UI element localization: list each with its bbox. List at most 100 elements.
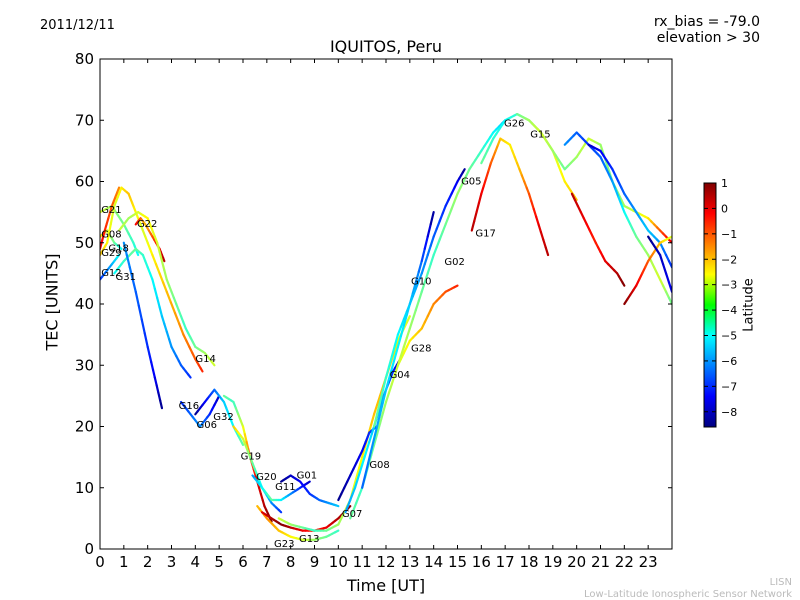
series-segment bbox=[456, 186, 462, 195]
series-segment bbox=[106, 232, 111, 244]
series-segment bbox=[638, 272, 644, 281]
series-segment bbox=[340, 486, 346, 495]
series-segment bbox=[423, 315, 429, 324]
series-segment bbox=[334, 529, 340, 534]
tick-layer: 0 1 2 3 4 5 6 7 8 9 10 11 12 13 14 15 16 17 18 19 20 21 22 2301… bbox=[75, 50, 672, 571]
series-segment bbox=[414, 279, 420, 290]
series-segment bbox=[352, 477, 358, 491]
series-segment bbox=[363, 448, 369, 459]
series-segment bbox=[432, 227, 438, 238]
series-segment bbox=[576, 204, 582, 214]
colorbar bbox=[703, 182, 717, 428]
series-segment bbox=[153, 287, 159, 299]
series-segment bbox=[358, 463, 364, 474]
series-segment bbox=[554, 157, 560, 168]
prn-label: G17 bbox=[475, 228, 495, 239]
series-segment bbox=[118, 246, 123, 250]
label-layer: G21G08G29G18G12G31G22G14G16G06G32G19G20G… bbox=[101, 119, 550, 550]
series-segment bbox=[364, 462, 370, 477]
series-segment bbox=[163, 322, 168, 333]
series-segment bbox=[375, 394, 382, 407]
series-segment bbox=[346, 474, 352, 483]
series-segment bbox=[387, 354, 394, 368]
series-segment bbox=[361, 474, 367, 489]
prn-label: G05 bbox=[461, 176, 481, 187]
series-segment bbox=[399, 345, 405, 358]
x-tick-label: 4 bbox=[191, 553, 201, 571]
series-segment bbox=[358, 449, 364, 459]
series-gx1 bbox=[563, 131, 672, 306]
date-label: 2011/12/11 bbox=[40, 18, 115, 33]
prn-label: G21 bbox=[101, 205, 121, 216]
series-segment bbox=[477, 192, 483, 205]
series-segment bbox=[355, 494, 361, 505]
series-segment bbox=[367, 449, 373, 465]
series-segment bbox=[387, 367, 394, 381]
series-segment bbox=[489, 137, 495, 146]
series-segment bbox=[570, 192, 576, 201]
series-segment bbox=[617, 195, 623, 206]
series-segment bbox=[605, 168, 611, 177]
series-segment bbox=[396, 335, 402, 348]
series-segment bbox=[557, 165, 563, 175]
series-segment bbox=[544, 246, 550, 257]
series-g02 bbox=[396, 119, 507, 367]
prn-label: G01 bbox=[297, 470, 317, 481]
y-tick-label: 80 bbox=[75, 50, 94, 68]
series-segment bbox=[426, 244, 432, 257]
series-g14 bbox=[117, 211, 216, 367]
series-segment bbox=[486, 143, 492, 152]
series-segment bbox=[664, 272, 671, 284]
colorbar-tick-label: −2 bbox=[721, 253, 737, 266]
prn-label: G08 bbox=[101, 230, 121, 241]
series-segment bbox=[405, 315, 411, 324]
series-segment bbox=[151, 368, 156, 379]
x-tick-label: 7 bbox=[262, 553, 272, 571]
series-segment bbox=[453, 192, 459, 203]
series-g17 bbox=[470, 137, 550, 257]
series-segment bbox=[470, 220, 476, 232]
series-segment bbox=[573, 198, 579, 208]
series-g05 bbox=[372, 168, 466, 428]
prn-label: G06 bbox=[197, 420, 217, 431]
x-tick-label: 2 bbox=[143, 553, 153, 571]
x-tick-label: 14 bbox=[424, 553, 443, 571]
series-segment bbox=[432, 246, 438, 257]
y-tick-label: 60 bbox=[75, 173, 94, 191]
series-segment bbox=[185, 339, 191, 348]
x-tick-label: 3 bbox=[167, 553, 177, 571]
series-segment bbox=[480, 184, 485, 195]
series-segment bbox=[582, 217, 588, 226]
prn-label: G10 bbox=[411, 277, 431, 288]
series-segment bbox=[243, 433, 248, 443]
series-segment bbox=[483, 149, 489, 159]
series-segment bbox=[629, 223, 635, 232]
series-segment bbox=[387, 382, 394, 394]
series-segment bbox=[241, 425, 246, 436]
footer-network: Low-Latitude Ionospheric Sensor Network bbox=[584, 589, 792, 600]
series-segment bbox=[107, 223, 112, 235]
series-segment bbox=[402, 313, 408, 327]
series-segment bbox=[420, 321, 426, 330]
series-segment bbox=[355, 466, 361, 480]
series-segment bbox=[393, 364, 400, 376]
series-segment bbox=[352, 462, 358, 471]
series-segment bbox=[626, 217, 632, 226]
series-segment bbox=[539, 230, 545, 241]
series-segment bbox=[361, 445, 367, 459]
series-segment bbox=[131, 278, 137, 293]
x-tick-label: 12 bbox=[376, 553, 395, 571]
series-segment bbox=[390, 356, 397, 370]
prn-label: G18 bbox=[108, 244, 128, 255]
series-segment bbox=[527, 192, 533, 203]
colorbar-ticks: 1 0 −1 −2 −3 −4 −5 −6 −7 −8 bbox=[704, 177, 737, 419]
series-g07 bbox=[277, 315, 411, 532]
series-segment bbox=[158, 250, 164, 263]
series-segment bbox=[441, 204, 447, 215]
series-g26 bbox=[480, 113, 578, 201]
series-segment bbox=[370, 413, 376, 427]
elevation-label: elevation > 30 bbox=[656, 30, 760, 46]
series-gx3 bbox=[570, 192, 626, 287]
series-segment bbox=[159, 399, 164, 410]
series-segment bbox=[635, 278, 641, 287]
